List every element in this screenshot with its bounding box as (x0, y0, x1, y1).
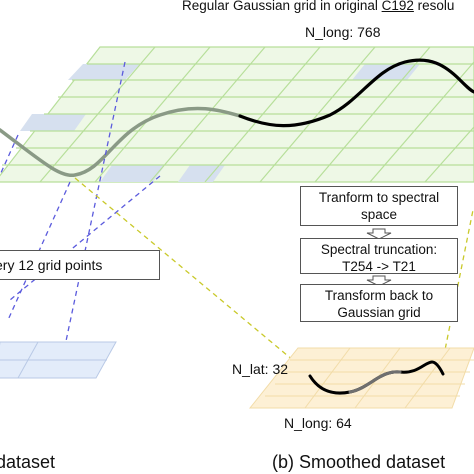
caption-left: dataset (0, 452, 56, 472)
sampled-cell (178, 165, 225, 182)
title-suffix: resolu (413, 0, 455, 13)
subsample-note: ery 12 grid points (0, 250, 160, 280)
smooth-n-long-label: N_long: 64 (284, 415, 352, 431)
step-spectral-transform-label: Tranform to spectral space (318, 190, 440, 222)
sampled-cell (20, 114, 86, 131)
step-back-transform: Transform back to Gaussian grid (300, 284, 458, 322)
smooth-n-lat-label: N_lat: 32 (232, 361, 289, 377)
caption-right: (b) Smoothed dataset (272, 452, 446, 472)
sampled-cell (68, 64, 140, 80)
smoothed-wave-faded (348, 370, 402, 394)
step-connectors (366, 228, 392, 287)
original-wave-dark (238, 58, 474, 128)
smoothed-grid-plane (248, 347, 474, 409)
diagram-title: Regular Gaussian grid in original C192 r… (182, 0, 454, 13)
subsampled-grid-plane (0, 341, 117, 379)
title-prefix: Regular Gaussian grid in original (182, 0, 382, 13)
step-spectral-truncation-label: Spectral truncation: T254 -> T21 (320, 242, 438, 274)
original-wave-faded (0, 106, 242, 178)
sampled-cell (100, 165, 165, 182)
top-n-long-label: N_long: 768 (305, 24, 381, 40)
step-spectral-transform: Tranform to spectral space (300, 186, 458, 226)
step-spectral-truncation: Spectral truncation: T254 -> T21 (300, 238, 458, 274)
step-back-transform-label: Transform back to Gaussian grid (324, 288, 434, 320)
title-resolution: C192 (381, 0, 414, 13)
